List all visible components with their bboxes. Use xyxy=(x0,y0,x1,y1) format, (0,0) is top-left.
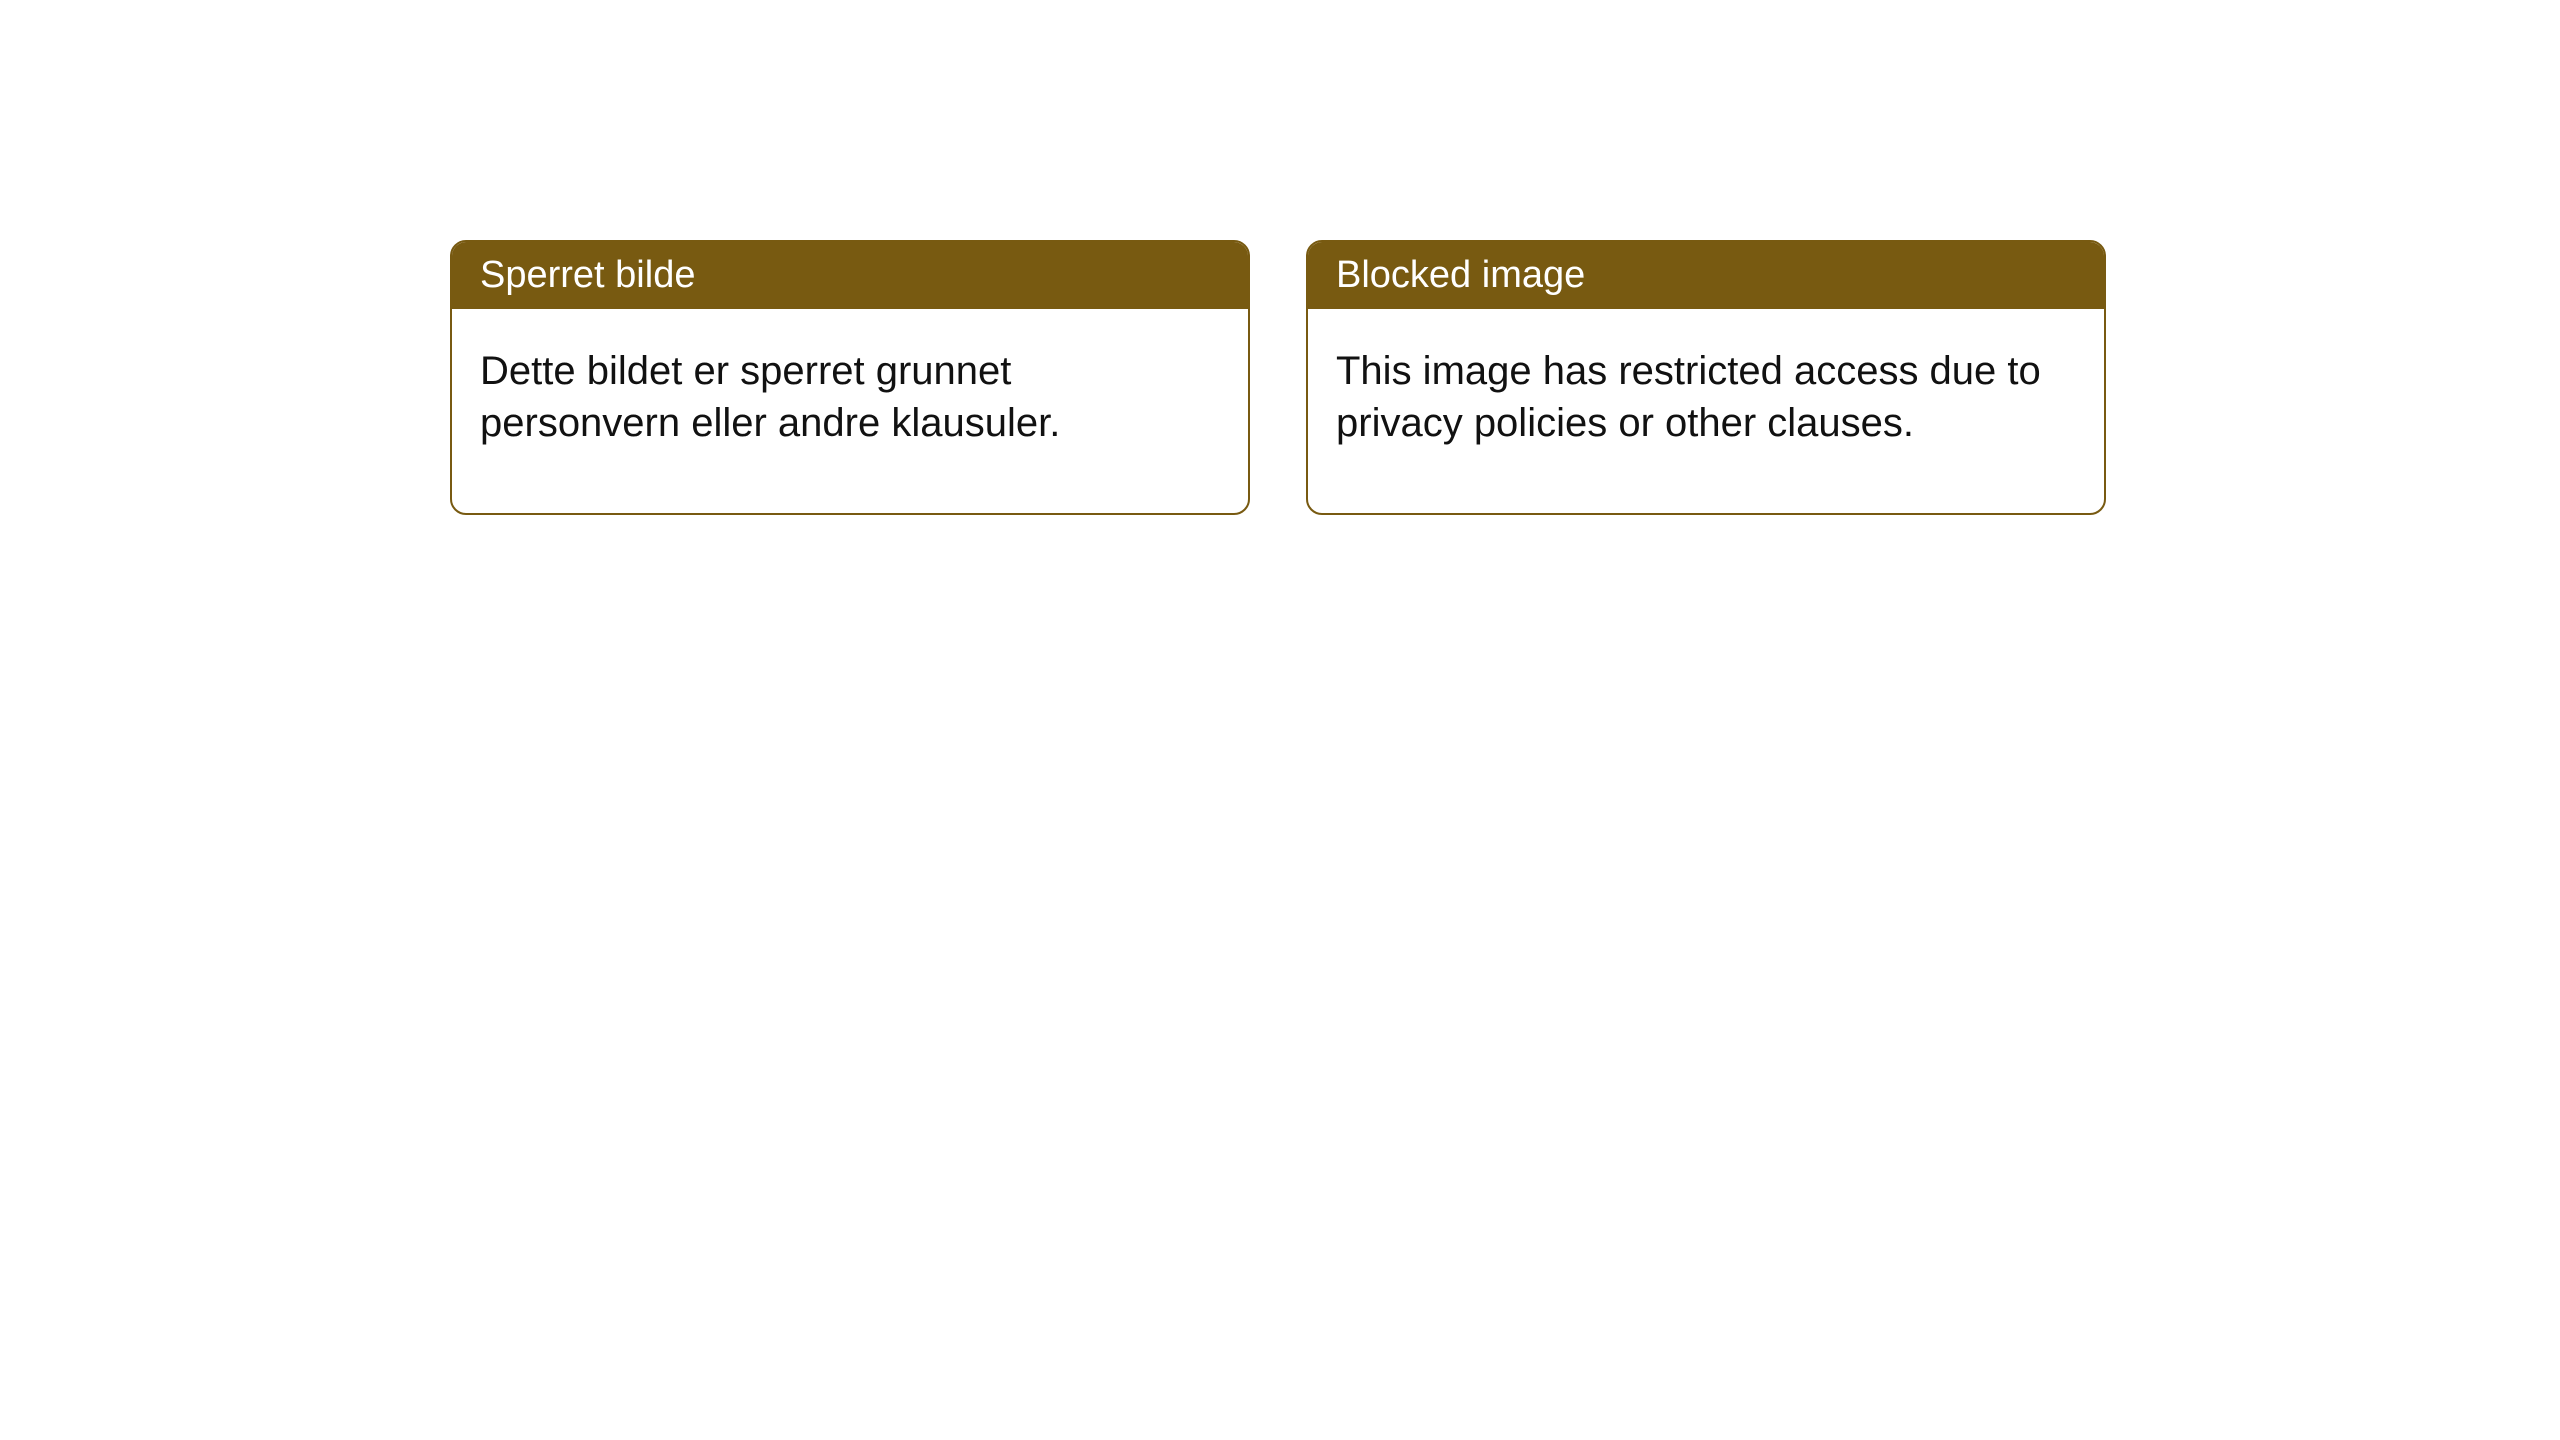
notice-body: This image has restricted access due to … xyxy=(1308,309,2104,513)
notice-container: Sperret bilde Dette bildet er sperret gr… xyxy=(450,240,2560,515)
notice-box-norwegian: Sperret bilde Dette bildet er sperret gr… xyxy=(450,240,1250,515)
notice-title: Sperret bilde xyxy=(452,242,1248,309)
notice-box-english: Blocked image This image has restricted … xyxy=(1306,240,2106,515)
notice-body: Dette bildet er sperret grunnet personve… xyxy=(452,309,1248,513)
notice-title: Blocked image xyxy=(1308,242,2104,309)
